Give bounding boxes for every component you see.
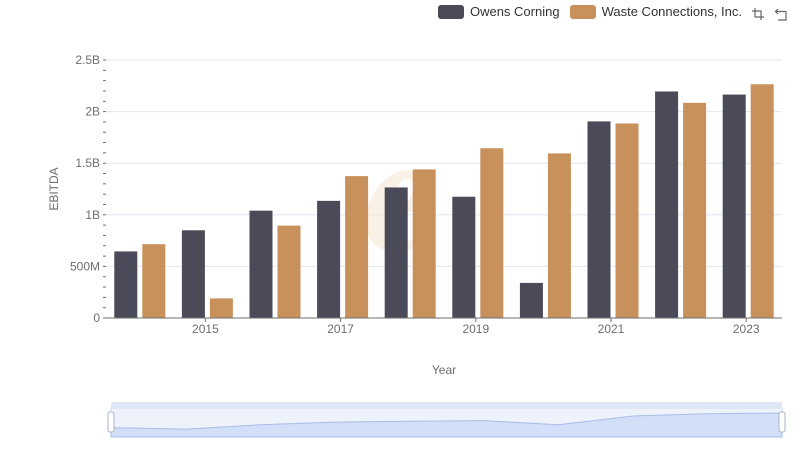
bar-waste-connections-2021[interactable] [615, 123, 639, 318]
bar-waste-connections-2015[interactable] [209, 298, 233, 318]
legend-item-waste-connections[interactable]: Waste Connections, Inc. [569, 4, 742, 19]
bar-owens-corning-2016[interactable] [249, 210, 273, 318]
legend-item-owens-corning[interactable]: Owens Corning [437, 4, 560, 19]
y-tick-label: 500M [70, 259, 100, 273]
x-tick-label: 2021 [598, 322, 625, 336]
bar-waste-connections-2018[interactable] [412, 169, 436, 318]
bar-waste-connections-2014[interactable] [142, 244, 166, 318]
bar-owens-corning-2020[interactable] [519, 282, 543, 318]
x-axis-title: Year [432, 363, 456, 377]
bar-owens-corning-2015[interactable] [181, 230, 205, 318]
bar-owens-corning-2021[interactable] [587, 121, 611, 319]
datazoom-move-handle[interactable] [111, 402, 782, 408]
zoom-icon[interactable] [750, 6, 766, 22]
bar-owens-corning-2019[interactable] [452, 196, 476, 318]
legend: Owens Corning Waste Connections, Inc. [437, 4, 742, 19]
axes [103, 59, 782, 322]
restore-icon[interactable] [774, 6, 790, 22]
bar-waste-connections-2019[interactable] [480, 148, 504, 318]
bar-waste-connections-2022[interactable] [683, 102, 707, 318]
x-tick-labels: 2015 2017 2019 2021 2023 [192, 322, 760, 336]
datazoom-slider[interactable] [107, 402, 786, 438]
y-tick-labels: 0 500M 1B 1.5B 2B 2.5B [70, 53, 100, 325]
legend-swatch-owens-corning [437, 4, 464, 19]
bar-owens-corning-2022[interactable] [655, 91, 679, 318]
y-tick-label: 2B [85, 105, 100, 119]
toolbox [750, 6, 790, 22]
legend-label-waste-connections: Waste Connections, Inc. [601, 4, 742, 19]
bar-waste-connections-2020[interactable] [547, 153, 571, 318]
legend-label-owens-corning: Owens Corning [469, 4, 560, 19]
x-tick-label: 2019 [462, 322, 489, 336]
legend-swatch-waste-connections [569, 4, 596, 19]
y-tick-label: 0 [93, 311, 100, 325]
bar-waste-connections-2017[interactable] [345, 176, 369, 318]
x-tick-label: 2017 [327, 322, 354, 336]
bar-owens-corning-2023[interactable] [722, 94, 746, 319]
y-tick-label: 2.5B [75, 53, 100, 67]
y-tick-label: 1.5B [75, 156, 100, 170]
datazoom-handle-left[interactable] [107, 411, 115, 433]
x-tick-label: 2015 [192, 322, 219, 336]
y-axis-title: EBITDA [47, 167, 61, 210]
bar-waste-connections-2023[interactable] [750, 84, 774, 318]
x-tick-label: 2023 [733, 322, 760, 336]
datazoom-handle-right[interactable] [778, 411, 786, 433]
bars [114, 84, 774, 319]
grid [106, 59, 782, 267]
y-tick-label: 1B [85, 208, 100, 222]
bar-owens-corning-2017[interactable] [317, 200, 341, 318]
bar-waste-connections-2016[interactable] [277, 225, 301, 318]
bar-owens-corning-2018[interactable] [384, 187, 408, 318]
bar-owens-corning-2014[interactable] [114, 251, 138, 318]
